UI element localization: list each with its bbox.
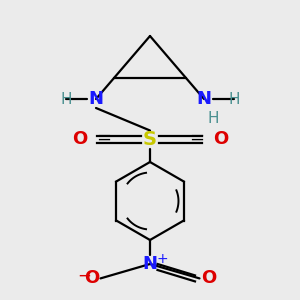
Text: −: −: [77, 266, 91, 284]
Text: S: S: [143, 130, 157, 149]
Text: O: O: [201, 269, 216, 287]
Text: N: N: [142, 255, 158, 273]
Text: H: H: [207, 111, 219, 126]
Text: O: O: [213, 130, 228, 148]
Text: O: O: [84, 269, 99, 287]
Text: =: =: [189, 129, 204, 147]
Text: N: N: [196, 90, 211, 108]
Text: N: N: [88, 90, 104, 108]
Text: =: =: [96, 129, 111, 147]
Text: +: +: [156, 252, 168, 266]
Text: H: H: [228, 92, 240, 106]
Text: O: O: [72, 130, 87, 148]
Text: H: H: [60, 92, 72, 106]
